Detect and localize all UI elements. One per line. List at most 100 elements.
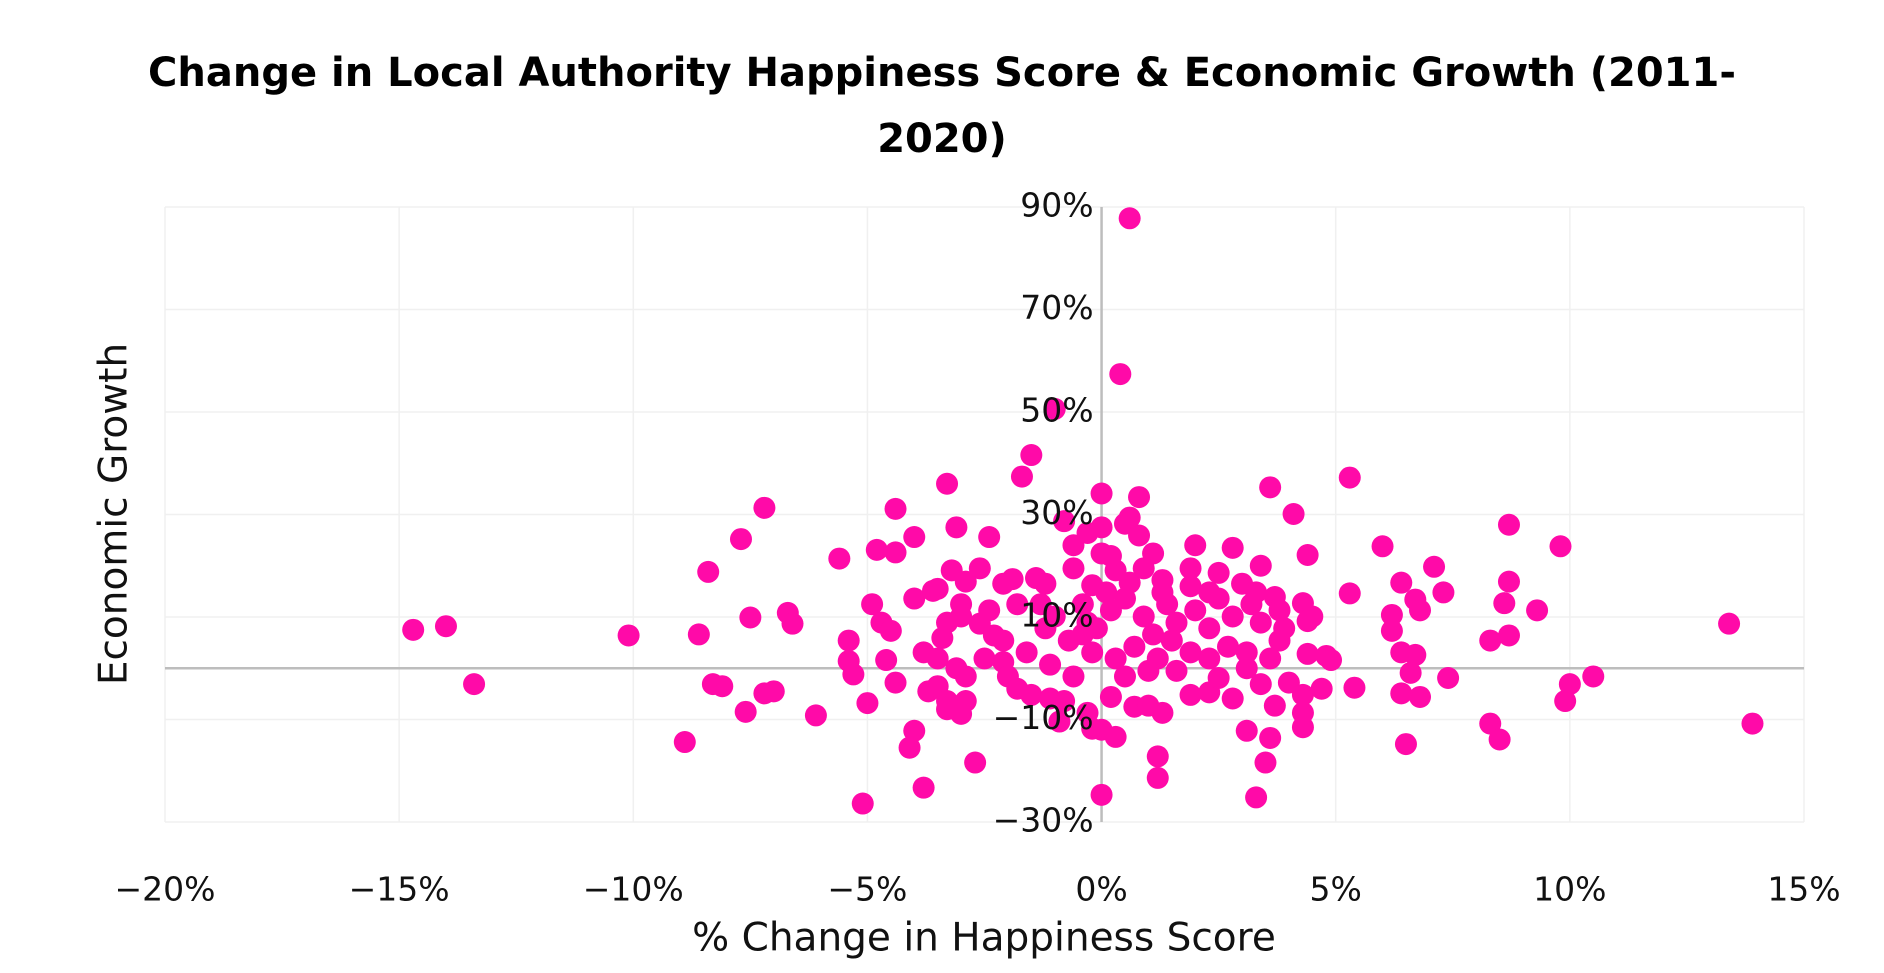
- point: [1741, 712, 1764, 735]
- point: [1165, 611, 1188, 634]
- point: [1123, 635, 1146, 658]
- point: [1338, 582, 1361, 605]
- point: [1235, 641, 1258, 664]
- point: [1221, 687, 1244, 710]
- point: [1179, 683, 1202, 706]
- point: [1015, 641, 1038, 664]
- point: [1071, 593, 1094, 616]
- point: [1526, 599, 1549, 622]
- point: [1558, 673, 1581, 696]
- point: [1099, 685, 1122, 708]
- point: [1081, 641, 1104, 664]
- point: [1020, 444, 1043, 467]
- point: [1006, 593, 1029, 616]
- point: [1039, 653, 1062, 676]
- point: [1249, 673, 1272, 696]
- point: [1165, 659, 1188, 682]
- point: [1310, 677, 1333, 700]
- point: [954, 665, 977, 688]
- point: [1053, 510, 1076, 533]
- chart-title: Change in Local Authority Happiness Scor…: [148, 50, 1736, 162]
- point: [884, 541, 907, 564]
- point: [1432, 581, 1455, 604]
- point: [1404, 643, 1427, 666]
- point: [1048, 710, 1071, 733]
- y-tick-label: 90%: [1020, 186, 1093, 225]
- point: [1113, 665, 1136, 688]
- point: [1090, 482, 1113, 505]
- point: [1380, 603, 1403, 626]
- point: [865, 538, 888, 561]
- point: [1259, 476, 1282, 499]
- point: [1549, 535, 1572, 558]
- x-tick-label: −5%: [827, 870, 907, 909]
- y-tick-label: 50%: [1020, 391, 1093, 430]
- point: [1245, 581, 1268, 604]
- point: [1268, 599, 1291, 622]
- point: [1062, 534, 1085, 557]
- point: [954, 570, 977, 593]
- point: [1146, 745, 1169, 768]
- point: [734, 700, 757, 723]
- point: [739, 606, 762, 629]
- point: [1390, 571, 1413, 594]
- point: [1235, 657, 1258, 680]
- point: [1409, 685, 1432, 708]
- point: [1128, 524, 1151, 547]
- point: [875, 649, 898, 672]
- point: [1221, 605, 1244, 628]
- point: [1198, 617, 1221, 640]
- point: [992, 572, 1015, 595]
- point: [903, 526, 926, 549]
- point: [968, 557, 991, 580]
- point: [1095, 581, 1118, 604]
- point: [1207, 561, 1230, 584]
- point: [1221, 536, 1244, 559]
- point: [1497, 624, 1520, 647]
- point: [1479, 712, 1502, 735]
- point: [903, 719, 926, 742]
- point: [936, 698, 959, 721]
- point: [1488, 728, 1511, 751]
- point: [861, 593, 884, 616]
- point: [1235, 719, 1258, 742]
- x-tick-label: 15%: [1767, 870, 1840, 909]
- point: [1371, 535, 1394, 558]
- point: [1259, 647, 1282, 670]
- point: [1020, 683, 1043, 706]
- point: [898, 736, 921, 759]
- point: [1291, 716, 1314, 739]
- point: [879, 619, 902, 642]
- point: [1343, 676, 1366, 699]
- x-tick-label: 0%: [1075, 870, 1127, 909]
- point: [1104, 647, 1127, 670]
- point: [402, 618, 425, 641]
- point: [1259, 726, 1282, 749]
- x-tick-label: −15%: [349, 870, 450, 909]
- point: [1423, 555, 1446, 578]
- point: [1184, 599, 1207, 622]
- y-tick-label: 10%: [1020, 596, 1093, 635]
- point: [973, 647, 996, 670]
- point: [1151, 701, 1174, 724]
- point: [1277, 671, 1300, 694]
- point: [950, 605, 973, 628]
- point: [1582, 665, 1605, 688]
- point: [856, 692, 879, 715]
- point: [1137, 659, 1160, 682]
- point: [1062, 665, 1085, 688]
- point: [617, 624, 640, 647]
- point: [1053, 690, 1076, 713]
- point: [936, 472, 959, 495]
- point: [673, 731, 696, 754]
- point: [1179, 575, 1202, 598]
- point: [1142, 623, 1165, 646]
- point: [837, 629, 860, 652]
- point: [1320, 649, 1343, 672]
- point: [842, 663, 865, 686]
- point: [1010, 465, 1033, 488]
- point: [1296, 543, 1319, 566]
- point: [1217, 635, 1240, 658]
- point: [1146, 766, 1169, 789]
